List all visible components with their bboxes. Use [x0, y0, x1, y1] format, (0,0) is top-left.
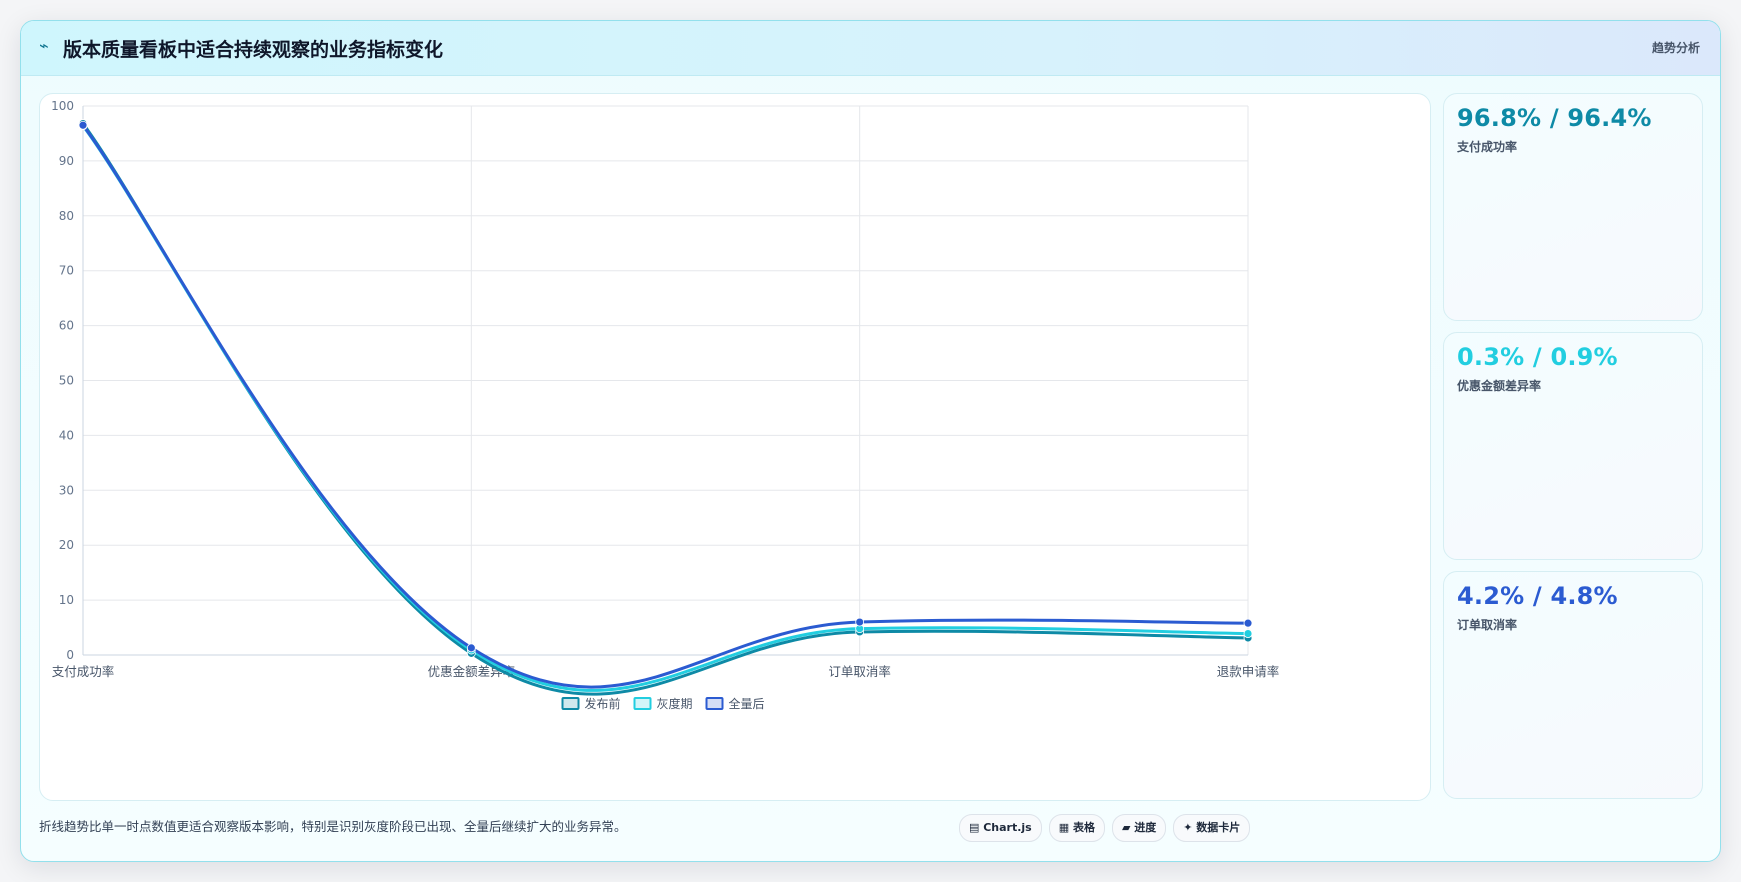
stat-value: 0.3% / 0.9%: [1457, 343, 1618, 371]
y-tick-label: 90: [59, 154, 74, 168]
series-line-3: [81, 124, 1249, 689]
stat-card-order-cancel: 4.2% / 4.8% 订单取消率: [1443, 571, 1703, 799]
y-tick-label: 80: [59, 209, 74, 223]
data-point[interactable]: [855, 617, 865, 627]
chip-progress[interactable]: ▰ 进度: [1111, 814, 1167, 842]
data-point[interactable]: [1243, 629, 1253, 638]
chart-panel: 0 10 20 30 40 50 60 70 80 90 100 支付成功率 优惠金额差异率 订单取消率退…: [39, 93, 1431, 801]
chart-caption: 折线趋势比单一时点数值更适合观察版本影响，特别是识别灰度阶段已出现、全量后继续扩…: [39, 819, 627, 834]
chip-data-card[interactable]: ✦ 数据卡片: [1173, 814, 1251, 842]
y-tick-label: 60: [59, 319, 74, 333]
chip-chartjs[interactable]: ▤ Chart.js: [959, 814, 1042, 842]
dashboard-card: ⌁ 版本质量看板中适合持续观察的业务指标变化 趋势分析 0 10 20 30 40 50 6…: [20, 20, 1721, 862]
series-line-1: [81, 122, 1249, 696]
stat-label: 订单取消率: [1457, 618, 1518, 632]
stat-label: 优惠金额差异率: [1457, 379, 1542, 393]
y-tick-label: 20: [59, 538, 74, 552]
trend-analysis-tag[interactable]: 趋势分析: [1651, 41, 1700, 55]
legend-swatch[interactable]: [633, 697, 652, 710]
chip-table[interactable]: ▦ 表格: [1048, 814, 1105, 842]
stat-value: 4.2% / 4.8%: [1457, 582, 1618, 610]
x-tick-label: 支付成功率: [52, 664, 115, 679]
x-tick-label: 退款申请率: [1217, 664, 1280, 679]
y-tick-label: 0: [66, 648, 74, 662]
series-line-2: [81, 124, 1249, 692]
data-point[interactable]: [1243, 618, 1253, 628]
card-header: ⌁ 版本质量看板中适合持续观察的业务指标变化 趋势分析: [21, 21, 1720, 76]
data-point[interactable]: [466, 643, 476, 653]
line-chart: 0102030405060708090100支付成功率 优惠金额差异率 订单取消率退…: [51, 99, 1280, 711]
stat-card-payment-success: 96.8% / 96.4% 支付成功率: [1443, 93, 1703, 321]
stat-card-discount-diff: 0.3% / 0.9% 优惠金额差异率: [1443, 332, 1703, 560]
y-tick-label: 10: [59, 593, 74, 607]
stat-label: 支付成功率: [1457, 140, 1518, 154]
y-tick-label: 40: [59, 428, 74, 442]
legend-label[interactable]: 灰度期: [657, 696, 693, 711]
y-tick-label: 70: [59, 264, 74, 278]
legend-swatch[interactable]: [561, 697, 580, 710]
page-title: 版本质量看板中适合持续观察的业务指标变化: [63, 39, 444, 61]
y-tick-label: 30: [59, 483, 74, 497]
x-tick-label: 订单取消率: [828, 664, 891, 679]
y-tick-label: 50: [59, 374, 74, 388]
y-tick-label: 100: [51, 99, 74, 113]
data-point[interactable]: [78, 120, 88, 130]
legend-label[interactable]: 发布前: [585, 696, 621, 711]
stat-value: 96.8% / 96.4%: [1457, 104, 1652, 132]
legend-label[interactable]: 全量后: [729, 696, 765, 711]
bolt-icon: ⌁: [39, 36, 49, 55]
view-chips: ▤ Chart.js ▦ 表格 ▰ 进度 ✦ 数据卡片: [959, 814, 1257, 842]
legend-swatch[interactable]: [705, 697, 724, 710]
